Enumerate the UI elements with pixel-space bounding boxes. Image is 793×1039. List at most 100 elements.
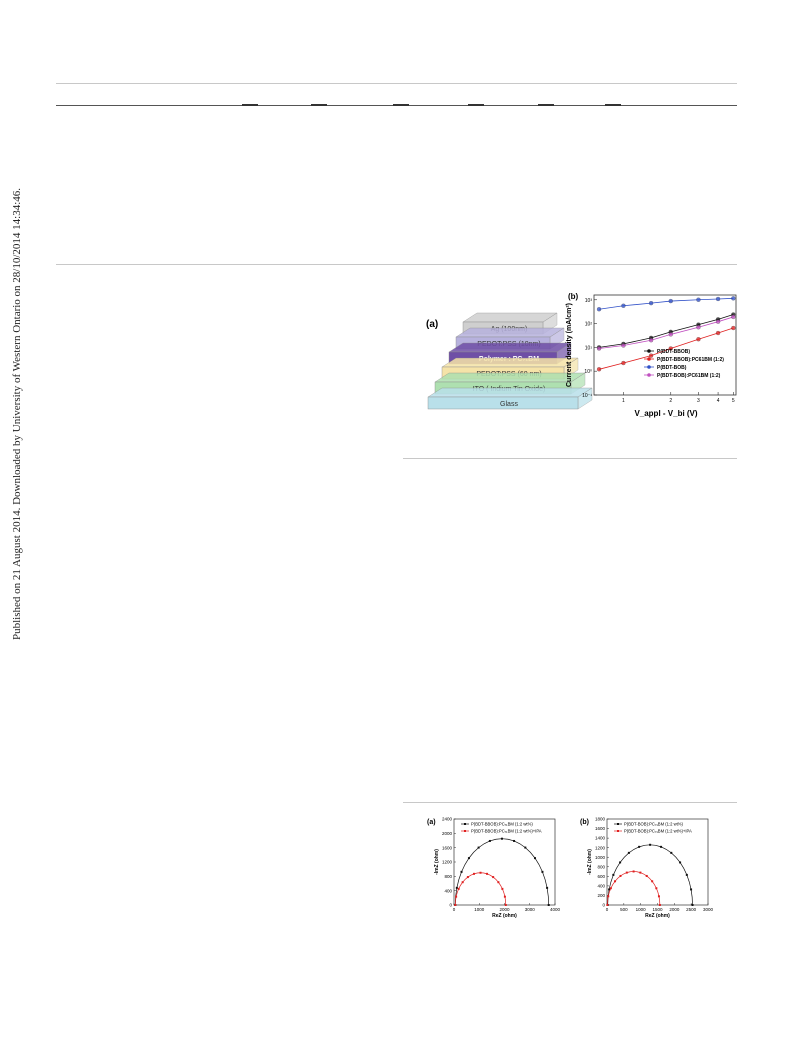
imp-ytick-label: 400 [444,888,452,893]
imp-xtick-label: 0 [453,907,456,912]
imp-point [607,895,610,898]
table-top-rule [56,83,737,84]
imp-point [651,880,654,883]
jv-legend-label: P(BDT-BBOB):PC61BM (1:2) [657,357,724,363]
imp-ytick-label: 1400 [595,836,606,841]
imp-ylabel: -ImZ (ohm) [587,849,593,875]
figure-rule-1 [403,458,737,459]
imp-xlabel: ReZ (ohm) [645,913,670,919]
imp-point [501,887,504,890]
imp-point [500,837,503,840]
imp-point [488,839,491,842]
imp-point [612,873,615,876]
imp-point [461,881,464,884]
imp-point [455,895,458,898]
imp-point [546,886,549,889]
imp-legend-label: P(BDT-BBOB):PC₇₁BM (1:2 wt%) [471,822,533,827]
jv-xtick-label: 3 [697,398,700,404]
imp-point [479,871,482,874]
imp-xtick-label: 3000 [525,907,536,912]
jv-ytick-label: 10¹ [585,345,593,351]
imp-point [455,886,458,889]
imp-ytick-label: 1600 [442,845,453,850]
imp-point [486,872,489,875]
imp-ytick-label: 600 [597,874,605,879]
imp-point [655,887,658,890]
imp-series-line [606,871,661,906]
imp-xlabel: ReZ (ohm) [492,913,517,919]
imp-point [541,870,544,873]
imp-point [690,888,693,891]
figure-device-jv: (a) Ag (100nm)PEDOT:PSS (10nm)Polymer : … [426,292,737,418]
imp-xtick-label: 1000 [474,907,485,912]
imp-point [524,846,527,849]
jv-series-line [599,297,734,310]
imp-ytick-label: 2400 [442,817,453,822]
jv-xtick-label: 4 [717,398,720,404]
column-rule [468,104,484,106]
imp-series-line [454,838,550,906]
imp-point [609,887,612,890]
imp-legend-marker [617,823,619,825]
jv-point [696,325,701,330]
imp-point [649,843,652,846]
imp-xtick-label: 2500 [686,907,697,912]
jv-panel-label: (b) [568,292,579,301]
imp-ytick-label: 200 [597,893,605,898]
impedance-chart-a: (a) 0 400 800 1200 1600 2000 2400 0 1000 2000 3000 4… [427,817,561,919]
impedance-chart-b: (b) 0 200 400 600 800 1000 1200 1400 1600 1800 0 500… [580,817,714,919]
table-bottom-rule [56,264,737,265]
imp-series-line [607,844,693,906]
column-rule [538,104,554,106]
column-rule [311,104,327,106]
imp-xtick-label: 1500 [652,907,663,912]
imp-point [454,904,457,906]
jv-legend-label: P(BDT-BBOB) [657,349,690,355]
imp-point [608,888,611,891]
imp-point [504,904,507,906]
jv-legend-label: P(BDT-BOB) [657,365,687,371]
imp-panel-label: (b) [580,819,589,826]
imp-point [679,861,682,864]
imp-legend-marker [464,830,466,832]
jv-legend-marker [647,365,651,369]
imp-ylabel: -ImZ (ohm) [434,849,440,875]
jv-point [668,298,673,304]
imp-legend-label: P(BDT-BOB):PC₇₁BM (1:2 wt%) [624,822,684,827]
device-stack: Ag (100nm)PEDOT:PSS (10nm)Polymer : PC₇₁… [427,312,593,410]
imp-ytick-label: 1600 [595,826,606,831]
imp-point [625,871,628,874]
column-rule [605,104,621,106]
jv-ytick-label: 10⁻¹ [582,393,592,399]
imp-xtick-label: 2000 [669,907,680,912]
jv-point [668,346,673,351]
jv-point [715,330,721,336]
jv-point [731,296,736,301]
imp-legend-marker [617,830,619,832]
imp-point [457,887,460,890]
jv-point [648,353,654,358]
jv-point [596,307,602,312]
imp-ytick-label: 1800 [595,817,606,822]
imp-point [685,873,688,876]
jv-point [596,346,602,351]
imp-series-line [454,872,507,906]
imp-point [513,839,516,842]
jv-point [696,297,701,302]
imp-point [606,904,609,906]
publication-note: Published on 21 August 2014. Downloaded … [11,187,23,640]
jv-xlabel: V_appl - V_bi (V) [634,409,697,418]
imp-point [670,851,673,854]
imp-point [547,904,550,906]
jv-legend-label: P(BDT-BOB):PC61BM (1:2) [657,373,721,379]
imp-point [460,870,463,873]
imp-ytick-label: 0 [602,903,605,908]
jv-point [715,319,721,324]
jv-ylabel: Current density (mA/cm²) [566,303,573,387]
jv-point [621,303,626,308]
jv-ytick-label: 10³ [585,298,593,304]
jv-xtick-label: 5 [732,398,735,404]
imp-ytick-label: 0 [449,903,452,908]
imp-point [477,846,480,849]
